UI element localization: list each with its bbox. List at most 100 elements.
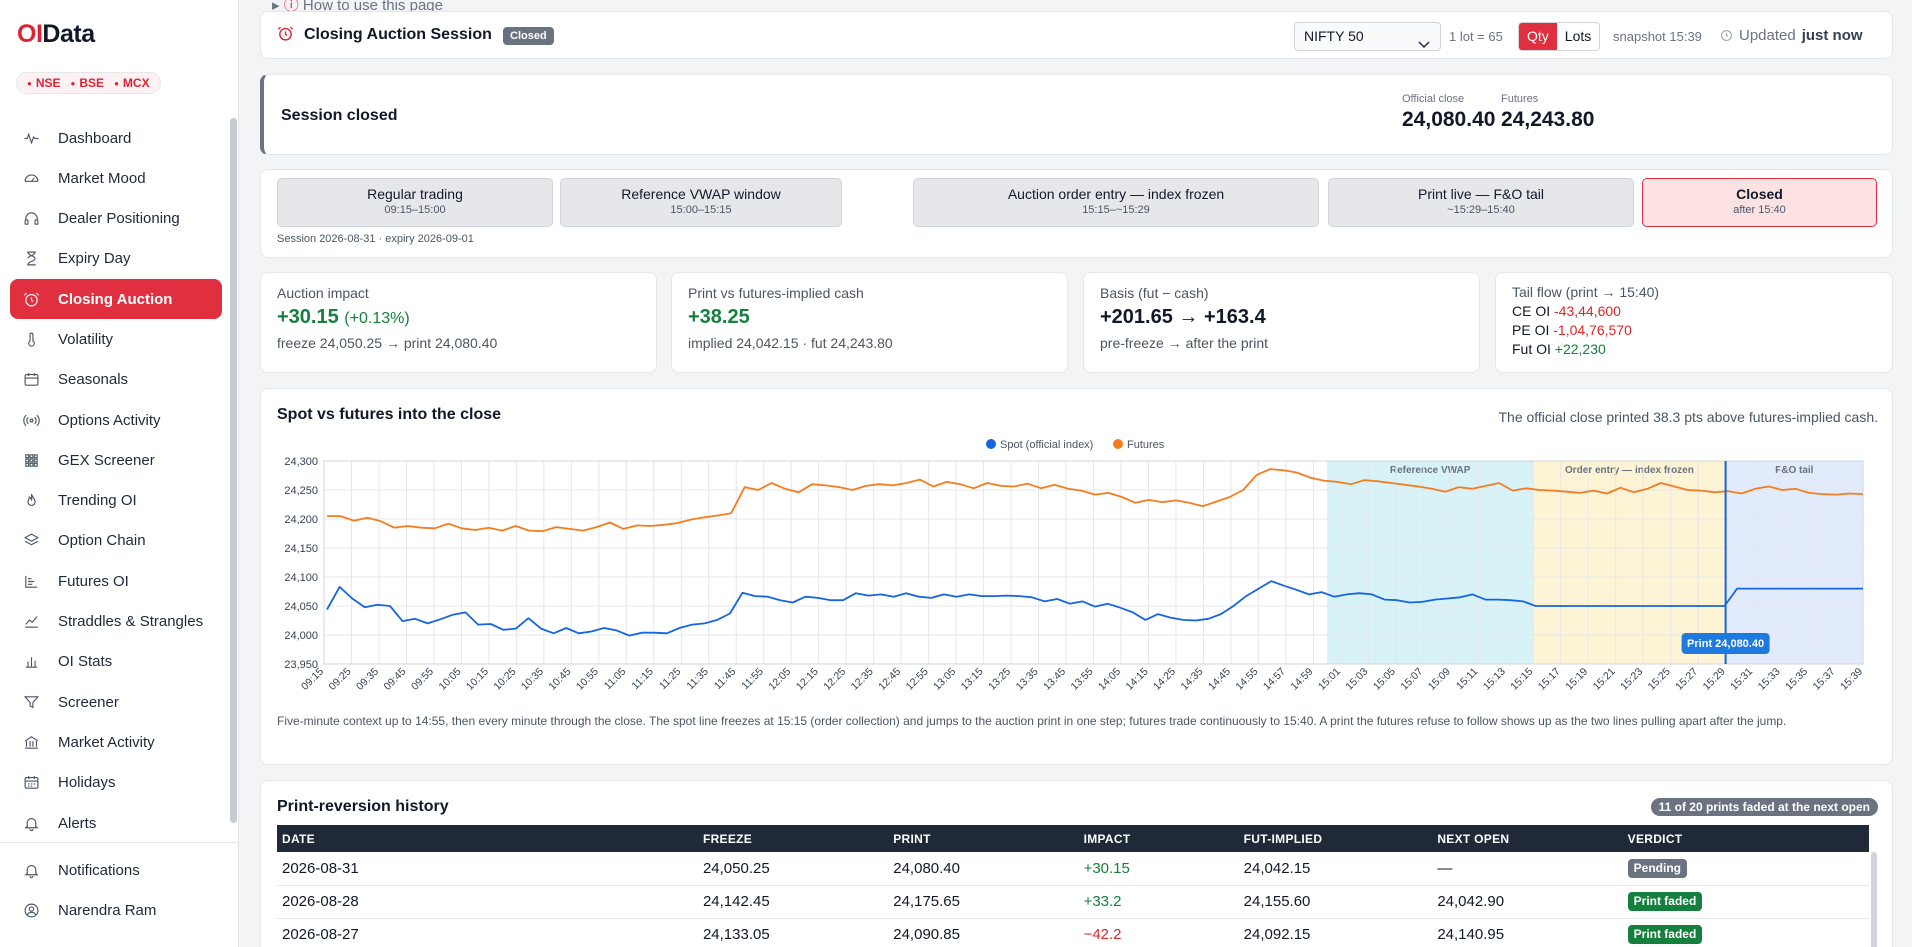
- sidebar-item-market-activity[interactable]: Market Activity: [10, 722, 222, 762]
- sidebar-item-dashboard[interactable]: Dashboard: [10, 118, 222, 158]
- session-meta: Session 2026-08-31 · expiry 2026-09-01: [277, 233, 474, 245]
- sidebar-item-label: Dashboard: [58, 129, 132, 147]
- sidebar-item-option-chain[interactable]: Option Chain: [10, 521, 222, 561]
- sidebar-item-notifications[interactable]: Notifications: [10, 850, 222, 890]
- sidebar-item-gex-screener[interactable]: GEX Screener: [10, 440, 222, 480]
- brand-logo[interactable]: OIData: [17, 20, 95, 48]
- spot-futures-chart[interactable]: Reference VWAP Order entry — index frozen…: [261, 389, 1894, 709]
- funnel-icon: [22, 693, 40, 711]
- session-status: Session closed: [281, 107, 398, 124]
- sidebar-item-seasonals[interactable]: Seasonals: [10, 360, 222, 400]
- sidebar-item-volatility[interactable]: Volatility: [10, 319, 222, 359]
- sidebar-item-label: Market Activity: [58, 733, 155, 751]
- x-tick-label: 13:25: [986, 666, 1013, 693]
- cell-next-open: 24,042.90: [1432, 885, 1623, 919]
- verdict-badge: Print faded: [1627, 892, 1703, 911]
- headset-icon: [22, 210, 40, 228]
- legend-marker: [1113, 439, 1123, 449]
- x-tick-label: 12:45: [876, 666, 903, 693]
- index-select[interactable]: NIFTY 50: [1294, 22, 1441, 51]
- legend-label: Futures: [1127, 439, 1165, 451]
- cell-freeze: 24,142.45: [697, 885, 889, 919]
- thermometer-icon: [22, 330, 40, 348]
- x-tick-label: 14:59: [1288, 666, 1315, 693]
- cell-freeze: 24,133.05: [697, 918, 889, 947]
- column-header[interactable]: IMPACT: [1078, 825, 1239, 852]
- exchange-pills: NSE BSE MCX: [16, 72, 161, 94]
- cell-impact: −42.2: [1078, 918, 1239, 947]
- x-tick-label: 14:35: [1178, 666, 1205, 693]
- sidebar-item-straddles-strangles[interactable]: Straddles & Strangles: [10, 602, 222, 642]
- sidebar-item-screener[interactable]: Screener: [10, 682, 222, 722]
- x-tick-label: 10:45: [546, 666, 573, 693]
- futures-price: Futures 24,243.80: [1501, 93, 1595, 131]
- column-header[interactable]: NEXT OPEN: [1432, 825, 1623, 852]
- x-tick-label: 13:05: [931, 666, 958, 693]
- sidebar-item-dealer-positioning[interactable]: Dealer Positioning: [10, 199, 222, 239]
- lots-button[interactable]: Lots: [1564, 28, 1592, 44]
- cell-freeze: 24,050.25: [697, 852, 889, 886]
- sidebar-item-label: Futures OI: [58, 572, 129, 590]
- column-header[interactable]: VERDICT: [1622, 825, 1869, 852]
- grid-icon: [22, 451, 40, 469]
- x-tick-label: 13:45: [1041, 666, 1068, 693]
- cell-fut-implied: 24,042.15: [1238, 852, 1433, 886]
- sidebar-scroll-thumb[interactable]: [230, 118, 237, 823]
- x-tick-label: 15:33: [1756, 666, 1783, 693]
- x-tick-label: 14:45: [1206, 666, 1233, 693]
- x-tick-label: 15:05: [1371, 666, 1398, 693]
- sidebar-item-holidays[interactable]: Holidays: [10, 763, 222, 803]
- band-label: Reference VWAP: [1390, 465, 1471, 476]
- column-header[interactable]: PRINT: [888, 825, 1079, 852]
- sidebar-scrollbar[interactable]: [230, 118, 237, 823]
- table-row[interactable]: 2026-08-31 24,050.25 24,080.40 +30.15 24,042…: [277, 852, 1869, 886]
- y-tick-label: 24,000: [284, 630, 318, 642]
- x-tick-label: 15:17: [1536, 666, 1563, 693]
- sidebar-item-market-mood[interactable]: Market Mood: [10, 158, 222, 198]
- sidebar-item-label: Holidays: [58, 774, 116, 792]
- column-header[interactable]: DATE: [277, 825, 698, 852]
- cell-impact: +33.2: [1078, 885, 1239, 919]
- x-tick-label: 15:25: [1646, 666, 1673, 693]
- x-tick-label: 11:05: [602, 666, 629, 693]
- x-tick-label: 14:15: [1124, 666, 1151, 693]
- x-tick-label: 15:15: [1508, 666, 1535, 693]
- basis-card: Basis (fut − cash) +201.65 → +163.4 pre-…: [1083, 272, 1480, 373]
- sidebar-bottom-nav: Notifications Narendra Ram: [10, 850, 222, 931]
- sidebar-item-futures-oi[interactable]: Futures OI: [10, 561, 222, 601]
- sidebar-item-expiry-day[interactable]: Expiry Day: [10, 239, 222, 279]
- x-tick-label: 10:15: [464, 666, 491, 693]
- sidebar-item-trending-oi[interactable]: Trending OI: [10, 481, 222, 521]
- table-title: Print-reversion history: [277, 798, 449, 815]
- sidebar-item-options-activity[interactable]: Options Activity: [10, 400, 222, 440]
- status-badge: Closed: [503, 27, 554, 45]
- x-tick-label: 15:31: [1728, 666, 1755, 693]
- table-scrollbar[interactable]: [1871, 852, 1877, 947]
- x-tick-label: 15:39: [1838, 666, 1865, 693]
- x-tick-label: 13:15: [959, 666, 986, 693]
- sidebar-item-label: GEX Screener: [58, 451, 155, 469]
- sidebar-item-narendra-ram[interactable]: Narendra Ram: [10, 890, 222, 930]
- legend-label: Spot (official index): [1000, 439, 1093, 451]
- sidebar-item-oi-stats[interactable]: OI Stats: [10, 642, 222, 682]
- bars-horizontal-icon: [22, 572, 40, 590]
- column-header[interactable]: FREEZE: [697, 825, 889, 852]
- sidebar-item-label: Option Chain: [58, 532, 146, 550]
- sidebar-item-closing-auction[interactable]: Closing Auction: [10, 279, 222, 320]
- table-row[interactable]: 2026-08-27 24,133.05 24,090.85 −42.2 24,092.…: [277, 918, 1869, 947]
- x-tick-label: 15:35: [1783, 666, 1810, 693]
- cell-fut-implied: 24,155.60: [1238, 885, 1433, 919]
- band-label: Order entry — index frozen: [1565, 465, 1694, 476]
- x-tick-label: 15:29: [1701, 666, 1728, 693]
- x-tick-label: 13:35: [1014, 666, 1041, 693]
- column-header[interactable]: FUT-IMPLIED: [1238, 825, 1433, 852]
- x-tick-label: 15:23: [1618, 666, 1645, 693]
- ce-oi-change: CE OI -43,44,600: [1512, 303, 1621, 319]
- how-to-toggle[interactable]: ▸ ⓘ How to use this page: [272, 0, 443, 15]
- sidebar-item-alerts[interactable]: Alerts: [10, 803, 222, 843]
- series-line-spot-official-index: [326, 580, 1863, 637]
- qty-button[interactable]: Qty: [1519, 23, 1557, 50]
- table-row[interactable]: 2026-08-28 24,142.45 24,175.65 +33.2 24,155.…: [277, 885, 1869, 919]
- x-tick-label: 15:27: [1673, 666, 1700, 693]
- print-reversion-table: DATE FREEZE PRINT IMPACT FUT-IMPLIED NEXT OPE…: [277, 825, 1869, 947]
